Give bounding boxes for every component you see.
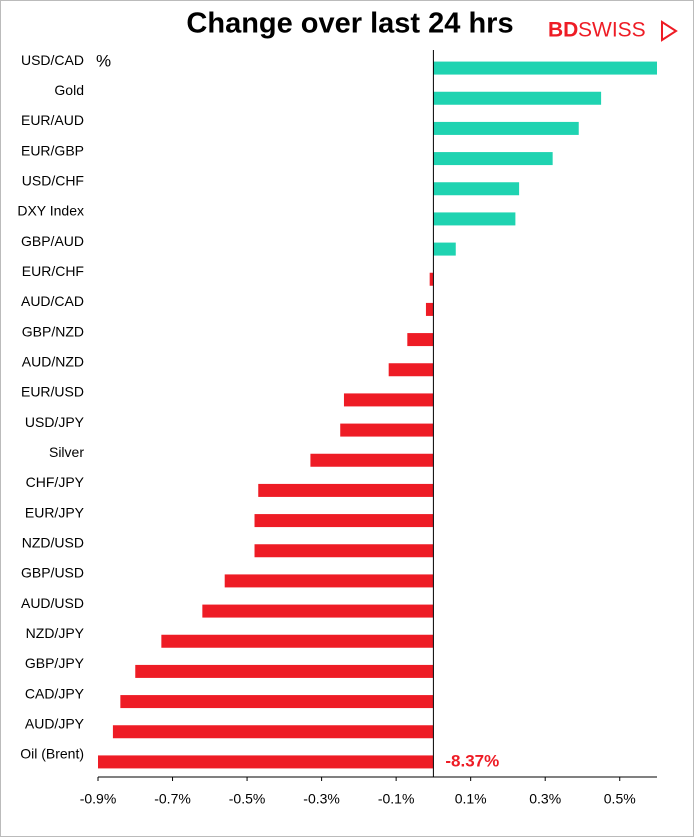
y-tick-label: GBP/AUD	[21, 233, 84, 249]
bar	[98, 755, 434, 769]
y-tick-label: Silver	[49, 444, 84, 460]
x-tick-label: -0.5%	[229, 791, 266, 807]
y-tick-label: AUD/NZD	[22, 353, 84, 369]
y-tick-label: EUR/CHF	[22, 263, 84, 279]
bar	[112, 725, 434, 739]
bar	[258, 483, 434, 497]
y-tick-label: EUR/GBP	[21, 142, 84, 158]
x-tick-label: -0.3%	[303, 791, 340, 807]
y-tick-label: EUR/AUD	[21, 112, 84, 128]
y-tick-label: AUD/CAD	[21, 293, 84, 309]
y-tick-label: NZD/USD	[22, 534, 84, 550]
y-tick-label: EUR/JPY	[25, 504, 85, 520]
bar	[433, 152, 553, 166]
bar	[310, 453, 434, 467]
bar	[407, 333, 434, 347]
bar	[202, 604, 434, 618]
y-tick-label: AUD/USD	[21, 595, 84, 611]
y-tick-label: EUR/USD	[21, 384, 84, 400]
bar	[433, 212, 516, 226]
y-tick-label: GBP/USD	[21, 565, 84, 581]
y-tick-label: AUD/JPY	[25, 715, 85, 731]
y-tick-label: DXY Index	[17, 203, 84, 219]
y-tick-label: GBP/NZD	[22, 323, 84, 339]
logo-bd: BD	[548, 19, 578, 42]
unit-label: %	[96, 51, 111, 70]
bar	[433, 91, 602, 105]
data-label: -8.37%	[445, 751, 499, 770]
y-tick-label: USD/CHF	[22, 172, 84, 188]
chart-title: Change over last 24 hrs	[186, 8, 513, 40]
bar	[425, 302, 434, 316]
y-tick-label: Gold	[54, 82, 84, 98]
bar	[224, 574, 434, 588]
bar	[433, 61, 657, 75]
x-tick-label: 0.1%	[455, 791, 487, 807]
bar	[340, 423, 434, 437]
logo-swiss: SWISS	[578, 19, 646, 42]
y-tick-label: NZD/JPY	[26, 625, 85, 641]
x-tick-label: 0.5%	[604, 791, 636, 807]
logo-mark	[661, 20, 678, 42]
bar	[433, 121, 579, 135]
y-tick-label: CAD/JPY	[25, 685, 85, 701]
bar	[433, 242, 456, 256]
y-tick-label: GBP/JPY	[25, 655, 85, 671]
y-tick-label: Oil (Brent)	[20, 746, 84, 762]
bar	[120, 695, 434, 709]
bar	[254, 544, 434, 558]
y-tick-label: CHF/JPY	[26, 474, 85, 490]
x-tick-label: -0.9%	[80, 791, 117, 807]
bar	[433, 182, 520, 196]
y-tick-label: USD/JPY	[25, 414, 85, 430]
bar	[135, 664, 434, 678]
bars	[98, 61, 657, 769]
bar	[429, 272, 434, 286]
y-tick-label: USD/CAD	[21, 52, 84, 68]
bar	[161, 634, 434, 648]
x-tick-label: 0.3%	[529, 791, 561, 807]
x-tick-label: -0.7%	[154, 791, 191, 807]
bar	[343, 393, 434, 407]
bar	[254, 514, 434, 528]
x-tick-label: -0.1%	[378, 791, 415, 807]
bar	[388, 363, 434, 377]
